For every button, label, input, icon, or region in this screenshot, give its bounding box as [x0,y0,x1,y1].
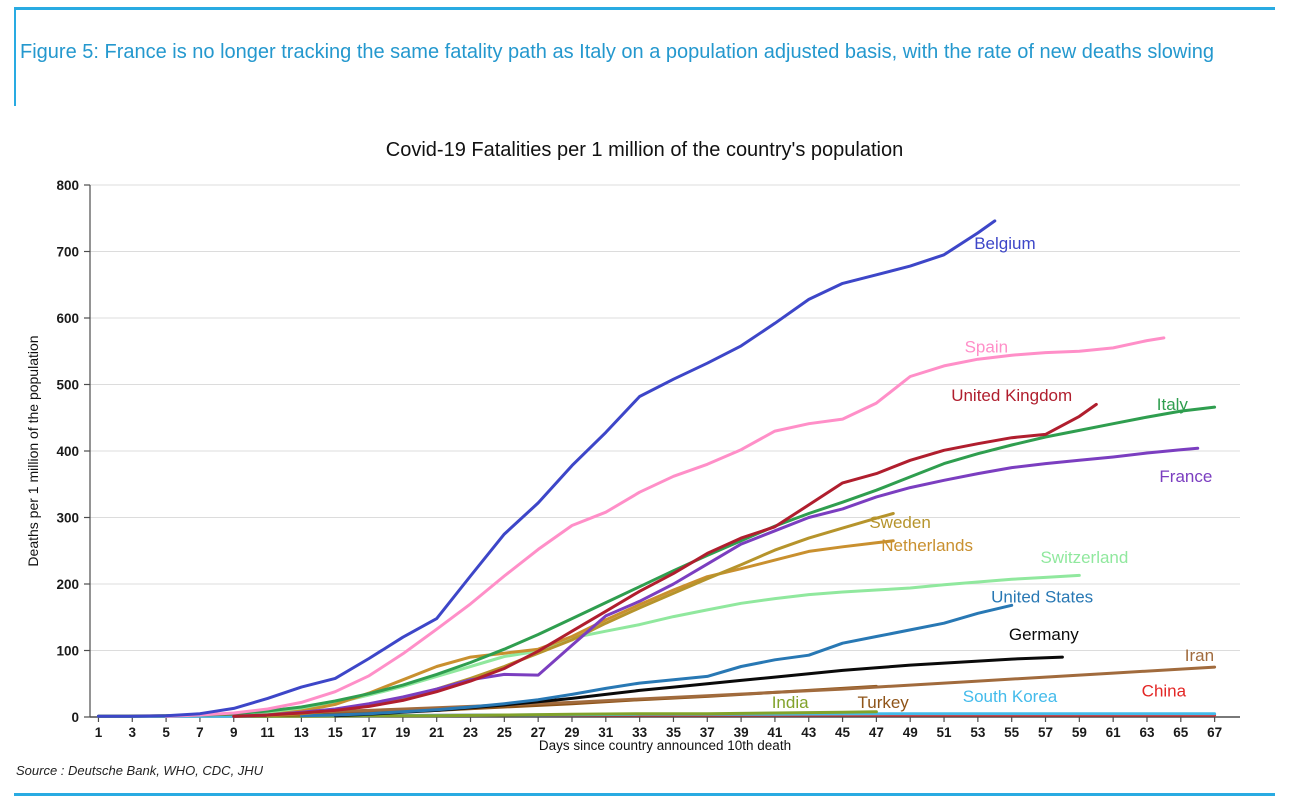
x-tick-label: 49 [903,725,918,740]
series-label-iran: Iran [1185,646,1214,665]
y-tick-label: 800 [56,178,79,193]
x-tick-label: 27 [531,725,546,740]
y-tick-label: 400 [56,444,79,459]
series-label-spain: Spain [965,337,1008,356]
x-tick-label: 11 [260,725,275,740]
x-tick-label: 41 [767,725,783,740]
x-tick-label: 57 [1038,725,1053,740]
series-line-belgium [97,219,997,718]
x-tick-label: 53 [970,725,986,740]
x-tick-label: 45 [835,725,851,740]
x-tick-label: 65 [1173,725,1189,740]
x-tick-label: 15 [328,725,344,740]
series-label-turkey: Turkey [857,693,909,712]
y-tick-label: 100 [56,644,79,659]
series-label-india: India [772,693,809,712]
x-axis-label: Days since country announced 10th death [539,738,791,753]
x-tick-label: 67 [1207,725,1222,740]
series-line-united-kingdom [232,402,1098,718]
x-tick-label: 25 [497,725,513,740]
x-tick-label: 59 [1072,725,1087,740]
series-label-united-states: United States [991,587,1093,606]
series-label-switzerland: Switzerland [1040,548,1128,567]
x-tick-label: 29 [564,725,579,740]
series-label-south-korea: South Korea [963,687,1058,706]
x-tick-label: 43 [801,725,817,740]
x-tick-label: 5 [162,725,170,740]
series-label-italy: Italy [1157,395,1189,414]
x-tick-label: 7 [196,725,204,740]
x-tick-label: 33 [632,725,648,740]
y-tick-label: 700 [56,245,79,260]
y-axis-label: Deaths per 1 million of the population [25,335,41,566]
x-tick-label: 3 [129,725,137,740]
x-tick-label: 47 [869,725,884,740]
source-note: Source : Deutsche Bank, WHO, CDC, JHU [16,763,264,778]
chart-title: Covid-19 Fatalities per 1 million of the… [385,139,904,161]
figure-title-left-bar [14,10,16,106]
bottom-rule [14,793,1275,796]
series-line-france [232,446,1200,718]
series-label-germany: Germany [1009,625,1079,644]
series-line-united-states [299,603,1014,718]
x-tick-label: 9 [230,725,238,740]
x-tick-label: 13 [294,725,310,740]
x-tick-label: 55 [1004,725,1020,740]
x-tick-label: 17 [362,725,377,740]
y-tick-label: 0 [71,710,79,725]
y-tick-label: 200 [56,577,79,592]
series-label-china: China [1142,682,1187,701]
series-line-italy [97,405,1217,718]
x-tick-label: 21 [429,725,445,740]
series-line-spain [164,336,1166,718]
x-tick-label: 1 [95,725,103,740]
x-tick-label: 51 [937,725,953,740]
x-tick-label: 63 [1139,725,1155,740]
series-label-sweden: Sweden [869,513,930,532]
series-label-united-kingdom: United Kingdom [951,386,1072,405]
x-tick-label: 35 [666,725,682,740]
top-rule [14,7,1275,10]
y-tick-label: 300 [56,511,79,526]
series-label-netherlands: Netherlands [881,536,973,555]
y-tick-label: 600 [56,311,79,326]
x-tick-label: 23 [463,725,479,740]
y-tick-label: 500 [56,378,79,393]
figure-title: Figure 5: France is no longer tracking t… [20,41,1215,63]
series-label-france: France [1159,467,1212,486]
x-tick-label: 31 [598,725,614,740]
x-tick-label: 39 [734,725,749,740]
x-tick-label: 61 [1106,725,1122,740]
x-tick-label: 37 [700,725,715,740]
x-tick-label: 19 [395,725,410,740]
series-label-belgium: Belgium [974,234,1035,253]
